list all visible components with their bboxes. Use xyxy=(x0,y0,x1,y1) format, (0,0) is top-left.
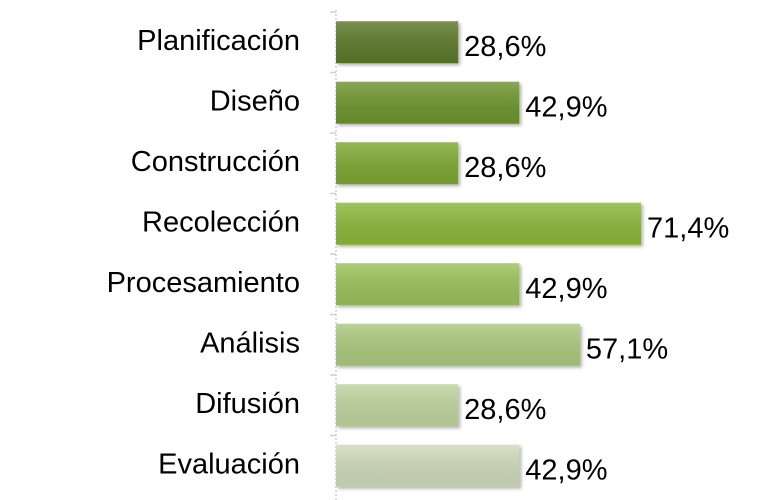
bar-shine xyxy=(336,444,520,487)
value-label: 42,9% xyxy=(525,91,607,123)
category-label: Diseño xyxy=(210,85,300,117)
category-label: Análisis xyxy=(200,327,300,359)
value-label: 42,9% xyxy=(525,454,607,486)
category-label: Difusión xyxy=(195,388,300,420)
bar-shine xyxy=(336,21,459,64)
category-label: Evaluación xyxy=(158,448,300,480)
category-label: Procesamiento xyxy=(107,267,300,299)
value-label: 28,6% xyxy=(464,394,546,426)
bar-shine xyxy=(336,263,520,306)
value-label: 28,6% xyxy=(464,31,546,63)
bar-shine xyxy=(336,142,459,185)
bar-shine xyxy=(336,323,580,366)
bar-shine xyxy=(336,81,520,124)
category-label: Planificación xyxy=(137,25,300,57)
bar-shine xyxy=(336,384,459,427)
category-label: Construcción xyxy=(131,146,300,178)
value-label: 28,6% xyxy=(464,152,546,184)
category-label: Recolección xyxy=(142,206,300,238)
bar-shine xyxy=(336,202,641,245)
value-label: 71,4% xyxy=(647,212,729,244)
value-label: 57,1% xyxy=(586,333,668,365)
value-label: 42,9% xyxy=(525,273,607,305)
